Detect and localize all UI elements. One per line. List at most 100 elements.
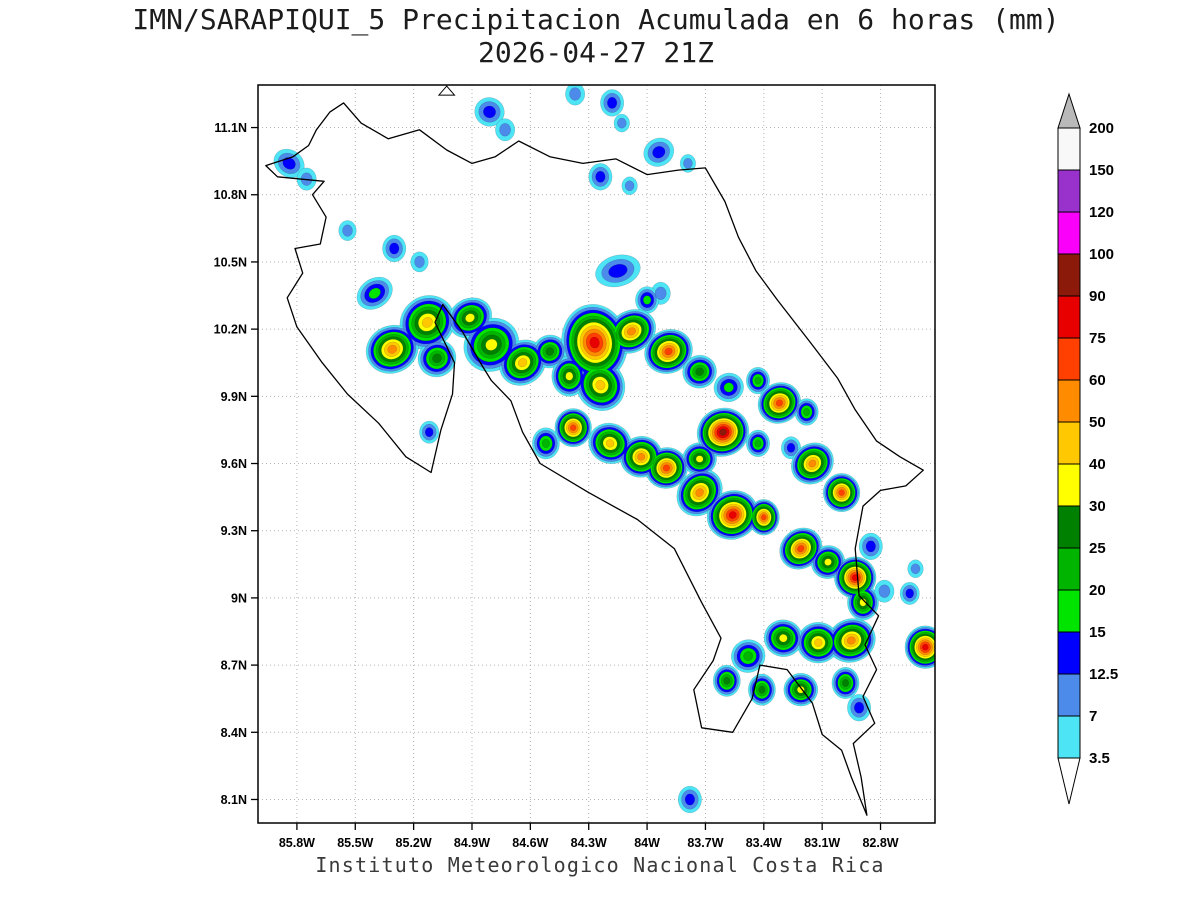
precip-contour: [565, 371, 574, 381]
precip-contour: [541, 438, 550, 448]
precip-map: 11.1N 10.8N 10.5N 10.2N 9.9N 9.6N 9.3N 9N 8.7N 8.…: [214, 84, 936, 850]
colorbar-label: 120: [1089, 204, 1114, 221]
colorbar-segment: [1057, 127, 1081, 171]
x-tick-label: 85.2W: [396, 836, 432, 850]
precip-contour: [695, 455, 704, 463]
colorbar-label: 12.5: [1089, 666, 1118, 683]
precip-contour: [775, 399, 784, 407]
precip-contour: [570, 424, 577, 431]
precip-contour: [754, 376, 762, 385]
colorbar-segment: [1057, 211, 1081, 255]
precip-contour: [854, 701, 865, 714]
x-tick-label: 85.5W: [337, 836, 373, 850]
precip-contour: [683, 158, 693, 169]
precip-contour: [414, 255, 425, 268]
precip-contour: [797, 545, 805, 553]
precip-contour: [758, 685, 766, 694]
precip-contour: [368, 287, 381, 299]
x-tick-label: 84.3W: [571, 836, 607, 850]
precip-contour: [545, 347, 555, 356]
y-tick-label: 8.1N: [221, 793, 247, 807]
colorbar-segment: [1057, 589, 1081, 633]
x-tick-label: 82.8W: [862, 836, 898, 850]
colorbar-label: 90: [1089, 288, 1106, 305]
precip-contour: [786, 442, 796, 453]
y-tick-label: 9.9N: [221, 390, 247, 404]
colorbar-label: 7: [1089, 708, 1097, 725]
precip-contour: [664, 347, 673, 356]
precip-contour: [432, 353, 442, 364]
precip-contour: [617, 117, 627, 129]
precip-contour: [421, 317, 433, 328]
precip-contour: [814, 638, 823, 647]
precip-contour: [642, 295, 652, 305]
precip-contour: [389, 242, 400, 255]
precip-contour: [684, 793, 695, 806]
precip-contour: [723, 676, 731, 685]
precip-contour: [607, 97, 618, 109]
precip-contour: [754, 439, 762, 448]
precip-contour: [761, 514, 767, 521]
colorbar-segment: [1057, 505, 1081, 549]
x-tick-label: 84W: [634, 836, 660, 850]
colorbar-label: 20: [1089, 582, 1106, 599]
precip-contour: [808, 459, 817, 468]
precip-contour: [485, 338, 498, 351]
precip-contour: [654, 286, 667, 300]
y-tick-label: 9N: [231, 591, 247, 605]
precip-contour: [824, 558, 832, 566]
precip-contour: [624, 180, 635, 192]
y-tick-label: 11.1N: [214, 121, 247, 135]
precip-contour: [905, 588, 914, 599]
colorbar-segment: [1057, 463, 1081, 507]
precip-contour: [878, 584, 891, 598]
colorbar-label: 25: [1089, 540, 1106, 557]
colorbar-label: 200: [1089, 120, 1114, 137]
x-tick-label: 85.8W: [279, 836, 315, 850]
precip-contour: [595, 380, 606, 391]
y-tick-label: 8.4N: [221, 726, 247, 740]
plot-border: [257, 84, 936, 824]
colorbar-segment: [1057, 673, 1081, 717]
colorbar-segment: [1057, 379, 1081, 423]
colorbar-label: 50: [1089, 414, 1106, 431]
precip-contour: [803, 408, 811, 416]
y-tick-label: 10.2N: [214, 323, 247, 337]
colorbar-segment: [1057, 295, 1081, 339]
x-tick-label: 83.1W: [804, 836, 840, 850]
precip-contour: [517, 358, 528, 368]
colorbar-label: 40: [1089, 456, 1106, 473]
coastline-group: [265, 85, 924, 816]
costa-rica-outline: [265, 102, 924, 816]
precip-contour: [595, 170, 606, 183]
colorbar: 200 150 120 100 90 75 60 50 40 30 25 20 15 12.5 7 3.5: [1057, 92, 1118, 805]
islet-marker: [437, 85, 456, 96]
valid-time: 2026-04-27 21Z: [477, 36, 714, 69]
precip-contour: [424, 427, 434, 438]
precip-contour: [910, 563, 921, 575]
precip-contour: [779, 634, 788, 643]
colorbar-segment: [1057, 715, 1081, 759]
y-tick-label: 9.6N: [221, 457, 247, 471]
colorbar-label: 100: [1089, 246, 1114, 263]
colorbar-segment: [1057, 547, 1081, 591]
colorbar-segment: [1057, 631, 1081, 675]
colorbar-arrow-bottom: [1057, 757, 1081, 805]
colorbar-label: 150: [1089, 162, 1114, 179]
y-tick-label: 9.3N: [221, 524, 247, 538]
page-title: IMN/SARAPIQUI_5 Precipitacion Acumulada …: [132, 3, 1060, 36]
x-tick-label: 83.4W: [746, 836, 782, 850]
colorbar-segment: [1057, 253, 1081, 297]
precip-contour: [569, 87, 581, 101]
precip-field: [273, 85, 935, 814]
precip-contour: [342, 224, 353, 237]
colorbar-arrow-top: [1057, 92, 1081, 129]
colorbar-label: 60: [1089, 372, 1106, 389]
precip-contour: [605, 439, 615, 448]
colorbar-label: 75: [1089, 330, 1106, 347]
precip-contour: [846, 636, 856, 645]
precip-contour: [637, 453, 646, 461]
precip-contour: [465, 313, 475, 323]
precip-contour: [387, 344, 397, 354]
precip-contour: [723, 382, 734, 393]
